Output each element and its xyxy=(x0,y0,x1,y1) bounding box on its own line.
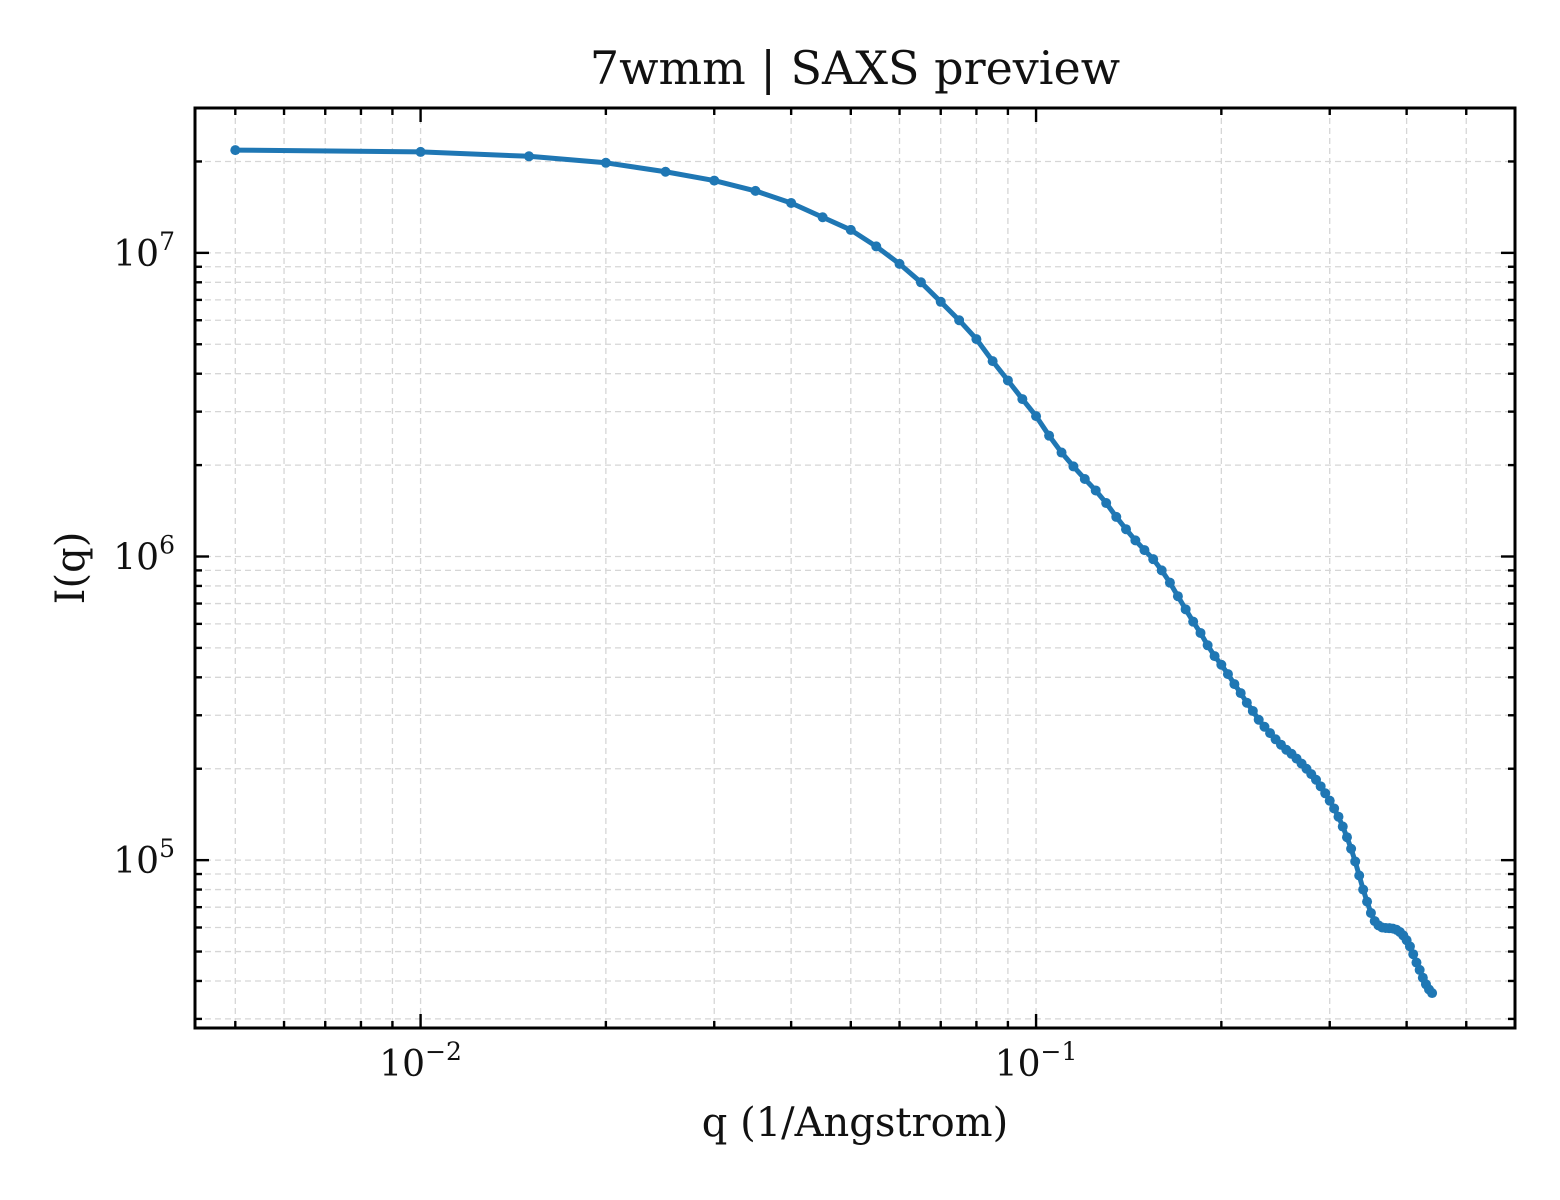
data-point xyxy=(1362,896,1373,907)
data-point xyxy=(1329,803,1340,814)
x-tick-label-exponent: −2 xyxy=(425,1037,462,1066)
y-tick-label: 105 xyxy=(113,834,175,882)
chart-title: 7wmm | SAXS preview xyxy=(590,41,1120,95)
data-point xyxy=(1354,870,1365,881)
x-tick-label-base: 10 xyxy=(995,1044,1041,1085)
data-point xyxy=(600,157,611,168)
data-point xyxy=(1111,511,1122,522)
data-point xyxy=(1148,554,1159,565)
data-point xyxy=(1404,941,1415,952)
data-point xyxy=(1222,669,1233,680)
data-point xyxy=(1202,640,1213,651)
data-point xyxy=(1090,485,1101,496)
data-point xyxy=(1188,616,1199,627)
data-point xyxy=(1079,473,1090,484)
data-point xyxy=(750,185,761,196)
data-point xyxy=(1044,430,1055,441)
y-tick-label-base: 10 xyxy=(113,841,159,882)
data-point xyxy=(1253,714,1264,725)
data-point xyxy=(845,224,856,235)
data-point xyxy=(1320,788,1331,799)
data-point xyxy=(1337,821,1348,832)
data-point xyxy=(660,166,671,177)
x-tick-label: 10−2 xyxy=(379,1037,462,1085)
axis-ticks xyxy=(195,106,1515,1028)
data-point xyxy=(1341,832,1352,843)
y-tick-label-base: 10 xyxy=(113,538,159,579)
data-point xyxy=(1324,795,1335,806)
data-point xyxy=(915,277,926,288)
data-point xyxy=(1056,447,1067,458)
data-point xyxy=(1101,498,1112,509)
data-point xyxy=(230,145,241,156)
data-point xyxy=(1164,577,1175,588)
y-tick-label-base: 10 xyxy=(113,234,159,275)
data-point xyxy=(1121,524,1132,535)
data-point xyxy=(817,212,828,223)
data-point xyxy=(786,197,797,208)
data-point xyxy=(871,241,882,252)
y-tick-label: 107 xyxy=(113,227,175,275)
data-point xyxy=(1002,375,1013,386)
y-tick-label-exponent: 6 xyxy=(159,531,175,560)
y-tick-label-exponent: 5 xyxy=(159,834,175,863)
data-point xyxy=(971,334,982,345)
data-point xyxy=(1350,856,1361,867)
data-point xyxy=(1346,843,1357,854)
data-point xyxy=(1172,591,1183,602)
data-point xyxy=(709,175,720,186)
data-point xyxy=(894,258,905,269)
data-point xyxy=(1414,964,1425,975)
x-tick-label-base: 10 xyxy=(379,1044,425,1085)
x-axis-label: q (1/Angstrom) xyxy=(702,1100,1008,1146)
data-point xyxy=(1247,705,1258,716)
data-point xyxy=(1068,461,1079,472)
data-point xyxy=(1241,697,1252,708)
data-point xyxy=(415,146,426,157)
plot-frame xyxy=(193,106,1517,1030)
grid xyxy=(195,107,1515,1028)
data-point xyxy=(1180,604,1191,615)
data-point xyxy=(954,315,965,326)
data-point xyxy=(1408,949,1419,960)
x-tick-label-exponent: −1 xyxy=(1041,1037,1078,1066)
data-point xyxy=(1031,411,1042,422)
y-axis-label: I(q) xyxy=(48,532,94,605)
data-point xyxy=(1333,811,1344,822)
data-point xyxy=(1427,988,1438,999)
series-layer xyxy=(230,145,1438,999)
data-point xyxy=(935,296,946,307)
series-line xyxy=(232,147,1435,996)
data-point xyxy=(523,151,534,162)
data-point xyxy=(1209,651,1220,662)
data-point xyxy=(1139,545,1150,556)
data-point xyxy=(1235,688,1246,699)
data-point xyxy=(1130,535,1141,546)
data-point xyxy=(987,356,998,367)
y-tick-label: 106 xyxy=(113,531,175,579)
y-tick-label-exponent: 7 xyxy=(159,227,175,256)
x-tick-label: 10−1 xyxy=(995,1037,1078,1085)
data-point xyxy=(1156,565,1167,576)
data-point xyxy=(1365,907,1376,918)
data-point xyxy=(1216,659,1227,670)
data-point xyxy=(1195,627,1206,638)
data-point xyxy=(1017,394,1028,405)
data-point xyxy=(1229,679,1240,690)
data-point xyxy=(1358,884,1369,895)
